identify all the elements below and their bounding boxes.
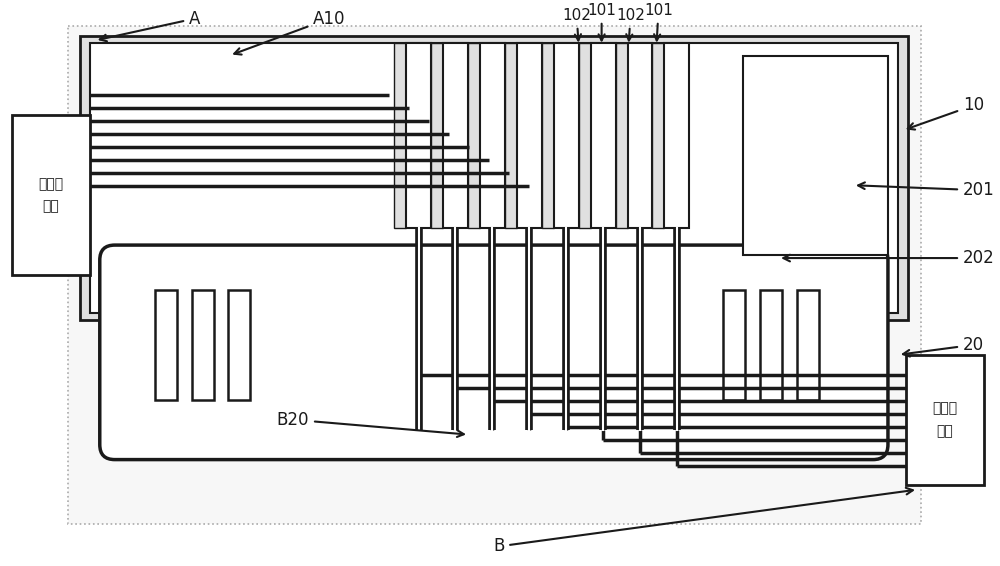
Text: A10: A10 <box>234 10 345 54</box>
Bar <box>723 290 745 400</box>
Bar <box>480 42 505 228</box>
Text: 201: 201 <box>858 181 995 199</box>
Text: 202: 202 <box>783 249 995 267</box>
Bar <box>579 42 591 228</box>
Bar <box>760 290 782 400</box>
Bar <box>628 42 652 228</box>
Text: 第一通
信端: 第一通 信端 <box>38 177 63 213</box>
Bar <box>542 42 554 228</box>
Text: A: A <box>100 10 200 41</box>
Bar <box>228 290 250 400</box>
Bar <box>517 42 542 228</box>
FancyBboxPatch shape <box>100 245 888 460</box>
Bar <box>80 36 908 320</box>
Bar <box>90 42 898 313</box>
Bar <box>616 42 628 228</box>
Bar <box>554 42 579 228</box>
Bar <box>664 42 689 228</box>
Bar <box>443 42 468 228</box>
Bar <box>591 42 616 228</box>
Bar <box>906 355 984 484</box>
Bar <box>394 42 406 228</box>
Text: 102: 102 <box>616 8 645 40</box>
Text: 101: 101 <box>587 3 616 40</box>
Text: B20: B20 <box>277 411 464 437</box>
Bar <box>192 290 214 400</box>
Text: B: B <box>493 488 913 555</box>
Bar <box>68 25 921 525</box>
Bar <box>12 115 90 275</box>
Text: 102: 102 <box>562 8 591 40</box>
Bar <box>652 42 664 228</box>
Text: 101: 101 <box>644 3 673 40</box>
Bar <box>797 290 819 400</box>
Text: 第二通
信端: 第二通 信端 <box>932 401 957 438</box>
Bar <box>505 42 517 228</box>
Bar <box>468 42 480 228</box>
Bar <box>743 55 888 255</box>
Bar <box>155 290 177 400</box>
Bar <box>431 42 443 228</box>
Text: 10: 10 <box>908 96 984 130</box>
Bar <box>406 42 431 228</box>
Text: 20: 20 <box>903 336 984 357</box>
